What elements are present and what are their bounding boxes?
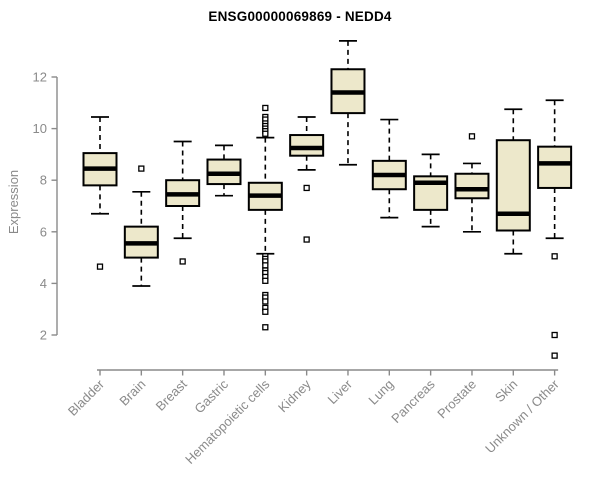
box-hematopoietic-cells [247, 104, 283, 331]
outlier-point [303, 236, 310, 243]
outlier-point [262, 262, 269, 269]
box-prostate [454, 133, 490, 233]
outlier-point [551, 352, 558, 359]
iqr-box [537, 145, 573, 189]
box-skin [495, 108, 531, 255]
x-tick-label-lung: Lung [365, 377, 396, 408]
y-axis-label: Expression [6, 169, 21, 235]
outlier-point [262, 298, 269, 305]
x-tick-label-liver: Liver [325, 376, 356, 407]
iqr-box [495, 139, 531, 232]
outlier-point [96, 263, 104, 270]
y-tick-label-8: 8 [40, 173, 47, 188]
y-axis: 2 4 6 8 10 12 [33, 70, 58, 343]
outlier-point [262, 324, 269, 331]
x-tick-label-pancreas: Pancreas [388, 376, 438, 426]
outlier-point [262, 130, 269, 137]
x-tick-label-unknown-other: Unknown / Other [482, 376, 562, 456]
x-tick-label-kidney: Kidney [275, 376, 314, 415]
box-gastric [206, 144, 242, 197]
outlier-point [551, 331, 558, 339]
outlier-point [262, 277, 269, 284]
outlier-point [468, 133, 476, 140]
box-breast [165, 140, 201, 265]
x-tick-label-gastric: Gastric [191, 376, 231, 416]
y-tick-label-10: 10 [33, 121, 47, 136]
box-lung [371, 118, 407, 219]
x-tick-label-prostate: Prostate [434, 377, 479, 422]
y-tick-label-4: 4 [40, 276, 47, 291]
iqr-box [454, 172, 490, 200]
outlier-point [262, 308, 269, 315]
x-tick-label-bladder: Bladder [65, 376, 108, 419]
chart-title: ENSG00000069869 - NEDD4 [208, 9, 392, 24]
y-tick-label-2: 2 [40, 328, 47, 343]
x-tick-label-brain: Brain [116, 377, 148, 409]
outlier-point [303, 184, 310, 192]
box-bladder [82, 116, 118, 270]
box-kidney [289, 116, 325, 243]
box-unknown-other [537, 99, 573, 359]
outlier-point [138, 165, 145, 172]
box-liver [330, 40, 366, 166]
x-tick-label-breast: Breast [153, 376, 190, 413]
outlier-point [262, 104, 269, 112]
y-tick-label-6: 6 [40, 224, 47, 239]
box-brain [123, 165, 159, 287]
y-tick-label-12: 12 [33, 70, 47, 85]
iqr-box [289, 134, 325, 157]
box-pancreas [413, 153, 449, 228]
outlier-point [179, 258, 186, 265]
outlier-point [551, 253, 558, 260]
x-tick-label-skin: Skin [492, 377, 520, 405]
